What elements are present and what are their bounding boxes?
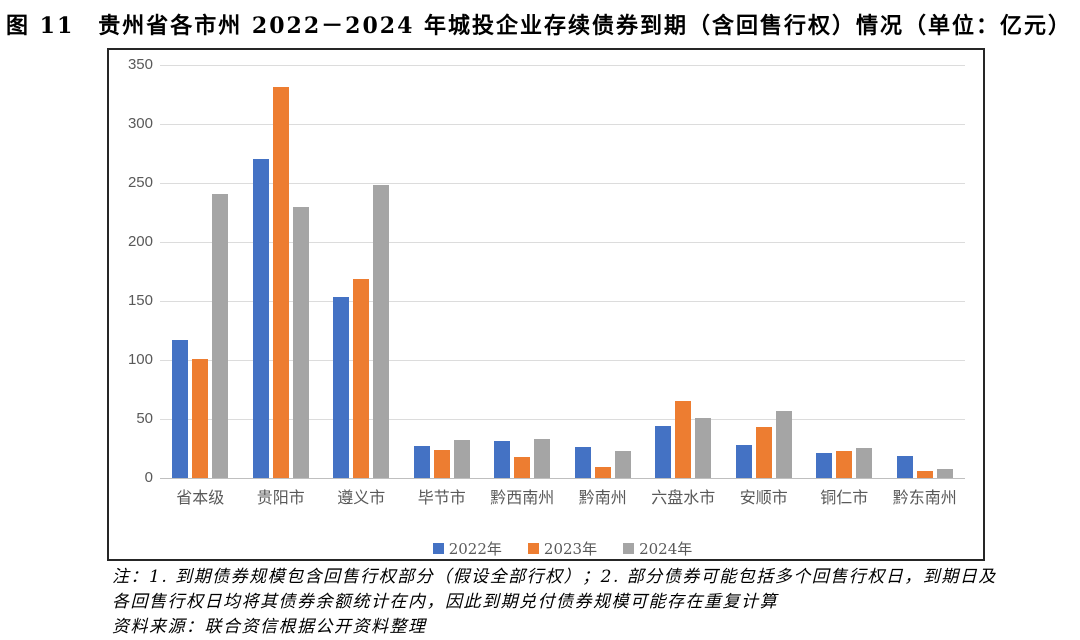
y-tick-label-350: 350 (127, 56, 153, 73)
bar-2023年-毕节市 (433, 450, 450, 478)
bar-2022年-六盘水市 (655, 426, 672, 478)
chart-box: 0 50 100 150 200 250 300 350 省本级 贵阳市 遵义市 毕节市 黔西南州 黔南… (107, 48, 985, 561)
bar-2023年-黔西南州 (514, 457, 531, 478)
legend-item-2022年: 2022年 (432, 538, 502, 559)
x-category-label-安顺市: 安顺市 (739, 488, 788, 507)
bar-2024年-安顺市 (775, 411, 792, 478)
footnote-line-1: 注：1. 到期债券规模包含回售行权部分（假设全部行权）；2. 部分债券可能包括多… (112, 567, 997, 587)
figure-title: 图 11 贵州省各市州 2022－2024 年城投企业存续债券到期（含回售行权）… (6, 13, 1073, 39)
legend-swatch-icon (623, 542, 635, 554)
bar-2022年-黔东南州 (896, 456, 913, 478)
x-category-label-六盘水市: 六盘水市 (651, 488, 716, 507)
legend-item-2024年: 2024年 (623, 538, 692, 559)
bar-2022年-贵阳市 (252, 159, 269, 478)
x-category-label-贵阳市: 贵阳市 (256, 488, 305, 507)
y-tick-label-100: 100 (127, 351, 153, 368)
plot-area (160, 65, 965, 479)
bar-2023年-贵阳市 (272, 87, 289, 478)
gridline-350 (160, 65, 965, 66)
legend-label: 2022年 (448, 539, 502, 558)
legend-swatch-icon (527, 542, 539, 554)
bar-2024年-遵义市 (373, 185, 390, 478)
footnote-line-3: 资料来源：联合资信根据公开资料整理 (112, 617, 427, 637)
legend-item-2023年: 2023年 (527, 538, 598, 559)
x-category-label-黔西南州: 黔西南州 (490, 488, 555, 507)
gridline-200 (160, 242, 965, 243)
y-tick-label-200: 200 (127, 233, 153, 250)
bar-2023年-遵义市 (353, 279, 370, 478)
bar-2022年-黔南州 (574, 447, 591, 478)
y-tick-label-150: 150 (127, 292, 153, 309)
legend-swatch-icon (432, 542, 444, 554)
legend-label: 2023年 (543, 539, 598, 558)
bar-2022年-安顺市 (735, 445, 752, 478)
bar-2024年-铜仁市 (856, 448, 873, 478)
gridline-100 (160, 360, 965, 361)
gridline-150 (160, 301, 965, 302)
bar-2023年-安顺市 (755, 427, 772, 478)
legend: 2022年 2023年 2024年 (160, 538, 965, 558)
y-tick-label-300: 300 (127, 115, 153, 132)
gridline-50 (160, 419, 965, 420)
bar-2024年-黔南州 (614, 451, 631, 478)
bar-2022年-铜仁市 (816, 453, 833, 478)
y-tick-label-0: 0 (144, 469, 153, 486)
x-category-label-铜仁市: 铜仁市 (820, 488, 869, 507)
gridline-250 (160, 183, 965, 184)
bar-2024年-六盘水市 (695, 418, 712, 478)
bar-2024年-省本级 (212, 194, 229, 478)
bar-2023年-六盘水市 (675, 401, 692, 478)
gridline-300 (160, 124, 965, 125)
bar-2024年-毕节市 (453, 440, 470, 478)
bar-2024年-贵阳市 (292, 207, 309, 478)
bar-2023年-铜仁市 (836, 451, 853, 478)
bar-2023年-黔东南州 (916, 471, 933, 478)
bar-2022年-毕节市 (413, 446, 430, 478)
footnote-line-2: 各回售行权日均将其债券余额统计在内，因此到期兑付债券规模可能存在重复计算 (112, 592, 778, 612)
x-category-label-省本级: 省本级 (176, 488, 225, 507)
footnotes: 注：1. 到期债券规模包含回售行权部分（假设全部行权）；2. 部分债券可能包括多… (112, 565, 1072, 640)
bar-2022年-省本级 (172, 340, 189, 478)
bar-2024年-黔西南州 (534, 439, 551, 478)
bar-2022年-遵义市 (333, 297, 350, 478)
x-category-label-遵义市: 遵义市 (337, 488, 386, 507)
legend-label: 2024年 (639, 539, 693, 558)
bar-2023年-省本级 (192, 359, 209, 478)
y-tick-label-50: 50 (136, 410, 153, 427)
x-category-label-黔南州: 黔南州 (578, 488, 627, 507)
x-category-label-毕节市: 毕节市 (417, 488, 466, 507)
gridline-0 (160, 478, 965, 479)
x-category-label-黔东南州: 黔东南州 (892, 488, 957, 507)
bar-2024年-黔东南州 (936, 469, 953, 478)
bar-2022年-黔西南州 (494, 441, 511, 478)
y-tick-label-250: 250 (127, 174, 153, 191)
bar-2023年-黔南州 (594, 467, 611, 478)
